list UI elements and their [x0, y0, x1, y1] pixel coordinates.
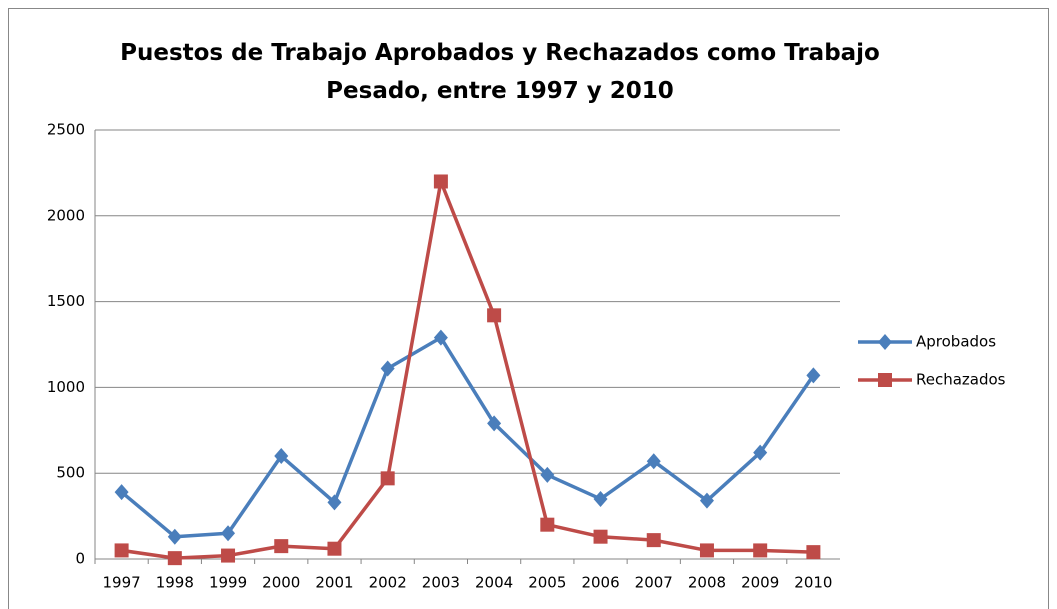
data-point	[540, 466, 555, 483]
data-point	[380, 360, 395, 377]
data-point	[433, 329, 448, 346]
data-point	[167, 528, 182, 545]
data-point	[699, 492, 714, 509]
data-point	[274, 448, 289, 465]
data-point	[806, 545, 821, 560]
data-point	[487, 308, 502, 323]
x-tick-label: 2010	[794, 574, 832, 592]
data-point	[593, 490, 608, 507]
legend-label: Aprobados	[916, 333, 996, 351]
data-point	[327, 494, 342, 511]
data-point	[540, 517, 555, 532]
legend-marker	[878, 373, 892, 387]
data-point	[646, 533, 661, 548]
data-point	[487, 415, 502, 432]
data-point	[593, 529, 608, 544]
data-point	[806, 367, 821, 384]
y-tick-label: 2000	[47, 206, 85, 224]
y-tick-label: 500	[56, 464, 85, 482]
x-tick-label: 1999	[209, 574, 247, 592]
y-tick-label: 2500	[47, 121, 85, 139]
data-point	[274, 539, 289, 554]
x-tick-label: 2004	[475, 574, 513, 592]
data-point	[221, 525, 236, 542]
data-point	[114, 543, 129, 558]
series-line	[120, 335, 815, 539]
series-line	[121, 179, 814, 560]
legend-marker	[878, 334, 892, 350]
x-tick-label: 2005	[528, 574, 566, 592]
chart-frame	[8, 8, 1049, 609]
x-tick-label: 2003	[422, 574, 460, 592]
legend-label: Rechazados	[916, 371, 1006, 389]
data-point	[699, 543, 714, 558]
data-point	[114, 484, 129, 501]
data-point	[753, 444, 768, 461]
x-tick-label: 1998	[156, 574, 194, 592]
x-tick-label: 2008	[688, 574, 726, 592]
y-tick-label: 1500	[47, 292, 85, 310]
data-point	[433, 174, 448, 189]
data-point	[380, 471, 395, 486]
x-tick-label: 2000	[262, 574, 300, 592]
x-tick-label: 1997	[103, 574, 141, 592]
y-tick-label: 0	[75, 550, 85, 568]
data-point	[753, 543, 768, 558]
chart-title: Puestos de Trabajo Aprobados y Rechazado…	[120, 40, 880, 104]
y-tick-label: 1000	[47, 378, 85, 396]
x-tick-label: 2001	[315, 574, 353, 592]
x-tick-label: 2006	[581, 574, 619, 592]
x-tick-label: 2007	[635, 574, 673, 592]
x-tick-label: 2009	[741, 574, 779, 592]
x-tick-label: 2002	[369, 574, 407, 592]
data-point	[646, 453, 661, 470]
data-point	[167, 551, 182, 566]
data-point	[327, 541, 342, 556]
data-point	[221, 548, 236, 563]
